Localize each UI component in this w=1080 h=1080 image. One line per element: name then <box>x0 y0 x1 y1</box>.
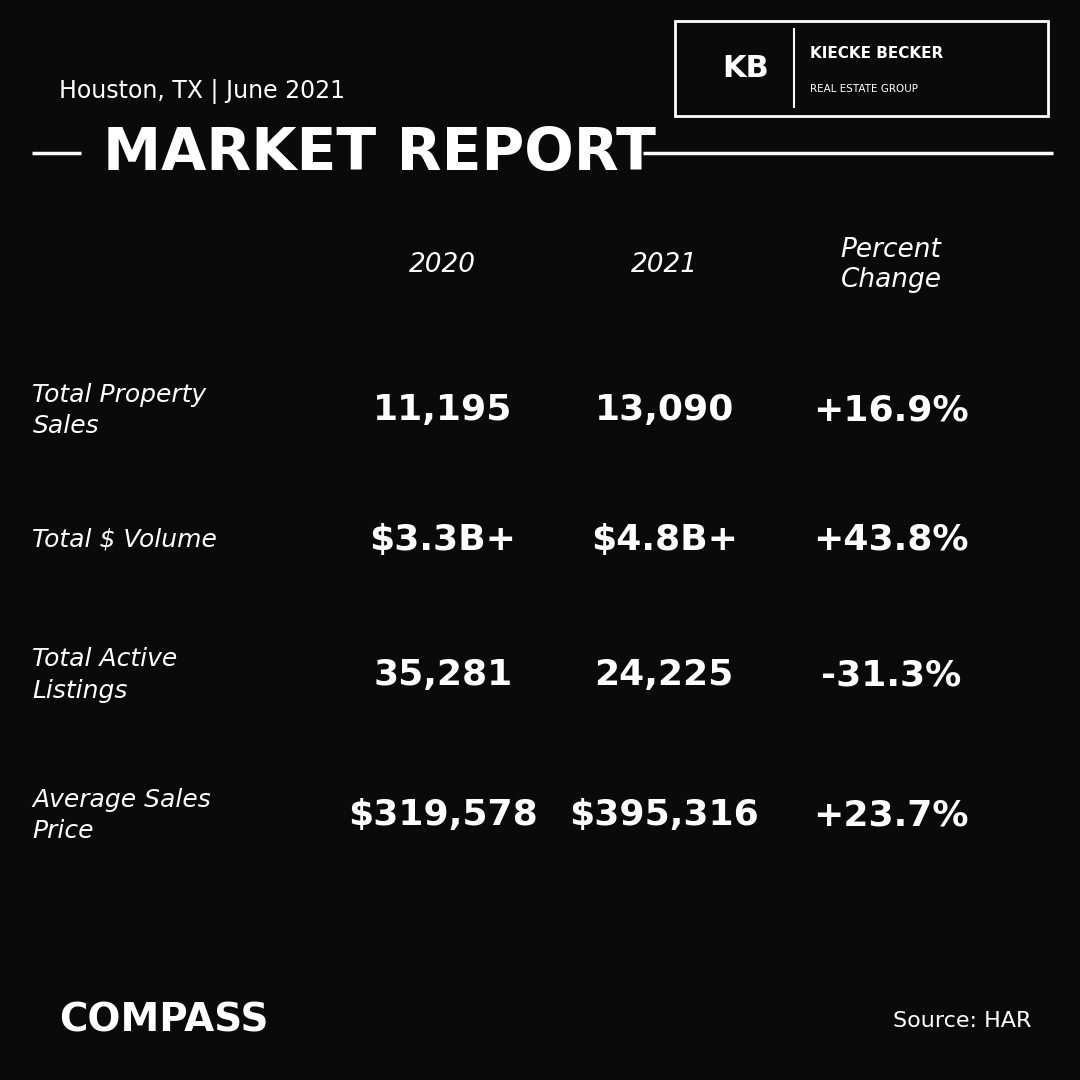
Text: KIECKE BECKER: KIECKE BECKER <box>810 46 943 62</box>
Text: Source: HAR: Source: HAR <box>893 1011 1031 1030</box>
Text: KB: KB <box>721 54 769 82</box>
Text: Total $ Volume: Total $ Volume <box>32 528 217 552</box>
Text: 35,281: 35,281 <box>374 658 512 692</box>
Text: -31.3%: -31.3% <box>821 658 961 692</box>
Text: 13,090: 13,090 <box>594 393 734 428</box>
Text: 2021: 2021 <box>631 252 698 278</box>
Text: 11,195: 11,195 <box>373 393 513 428</box>
Text: +43.8%: +43.8% <box>813 523 969 557</box>
Text: COMPASS: COMPASS <box>59 1001 269 1040</box>
Text: $395,316: $395,316 <box>569 798 759 833</box>
Text: 2020: 2020 <box>409 252 476 278</box>
Text: $4.8B+: $4.8B+ <box>591 523 738 557</box>
Text: +16.9%: +16.9% <box>813 393 969 428</box>
Text: Average Sales
Price: Average Sales Price <box>32 787 212 843</box>
FancyBboxPatch shape <box>675 21 1048 116</box>
Text: Houston, TX | June 2021: Houston, TX | June 2021 <box>59 79 346 105</box>
Text: Total Active
Listings: Total Active Listings <box>32 647 177 703</box>
Text: $319,578: $319,578 <box>348 798 538 833</box>
Text: Total Property
Sales: Total Property Sales <box>32 382 206 438</box>
Text: REAL ESTATE GROUP: REAL ESTATE GROUP <box>810 84 918 94</box>
Text: Percent
Change: Percent Change <box>840 237 942 293</box>
Text: 24,225: 24,225 <box>595 658 733 692</box>
Text: MARKET REPORT: MARKET REPORT <box>103 125 656 181</box>
Text: +23.7%: +23.7% <box>813 798 969 833</box>
Text: $3.3B+: $3.3B+ <box>369 523 516 557</box>
